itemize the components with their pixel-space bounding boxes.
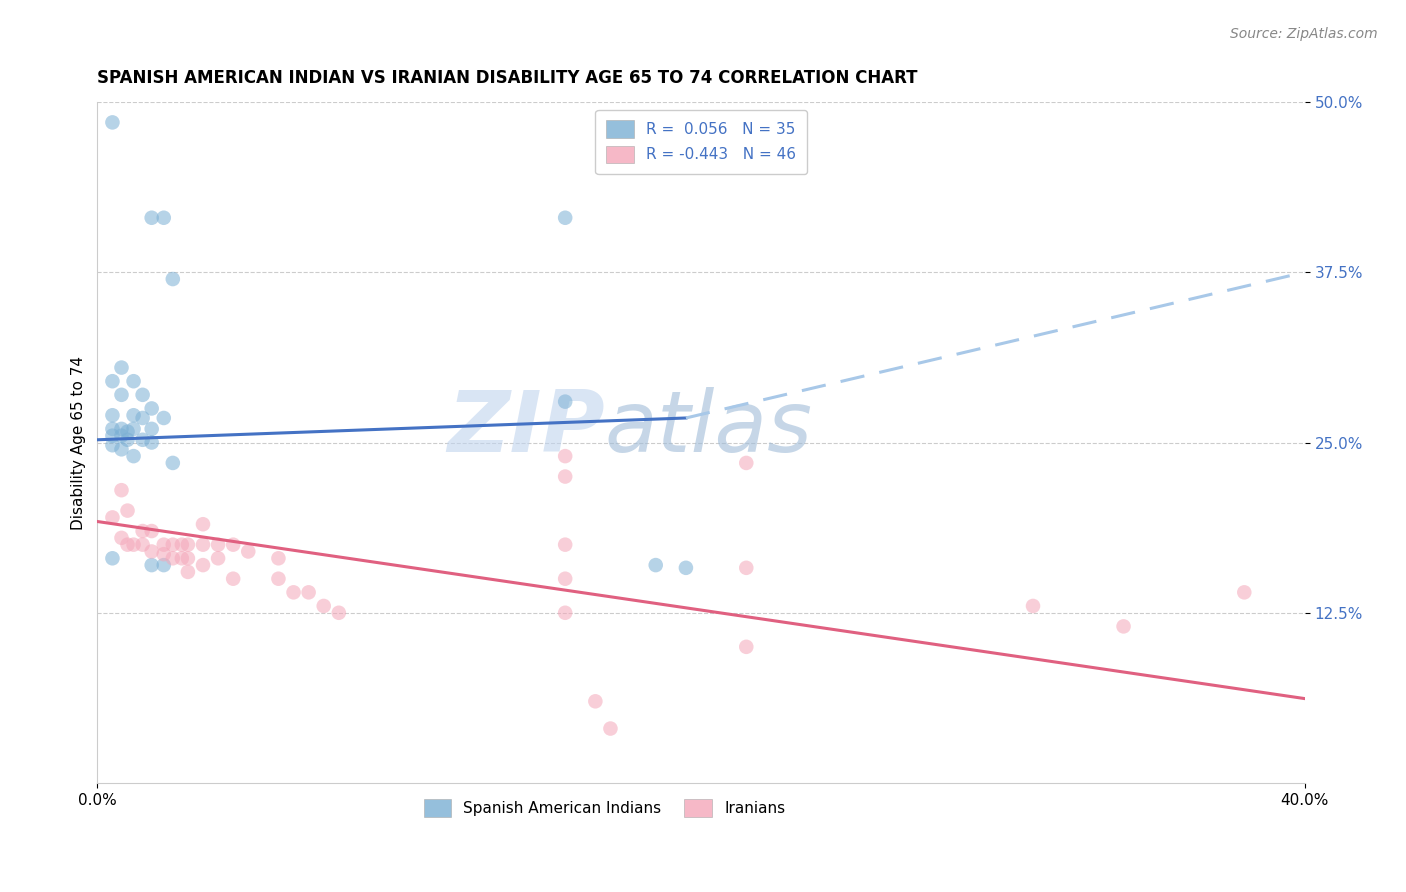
Point bbox=[101, 551, 124, 566]
Point bbox=[101, 374, 124, 388]
Point bbox=[122, 422, 145, 436]
Point bbox=[141, 401, 163, 416]
Point bbox=[131, 411, 153, 425]
Point bbox=[110, 428, 132, 442]
Point bbox=[117, 538, 139, 552]
Point bbox=[267, 572, 290, 586]
Point bbox=[141, 435, 163, 450]
Point bbox=[162, 456, 184, 470]
Point bbox=[110, 531, 132, 545]
Point bbox=[1112, 619, 1135, 633]
Point bbox=[177, 565, 200, 579]
Point bbox=[117, 433, 139, 447]
Point bbox=[328, 606, 350, 620]
Point bbox=[122, 538, 145, 552]
Point bbox=[110, 483, 132, 498]
Point bbox=[122, 409, 145, 423]
Point bbox=[101, 510, 124, 524]
Point bbox=[222, 538, 245, 552]
Point bbox=[222, 572, 245, 586]
Point bbox=[117, 425, 139, 439]
Point bbox=[141, 544, 163, 558]
Point bbox=[101, 428, 124, 442]
Point bbox=[554, 538, 576, 552]
Point bbox=[101, 409, 124, 423]
Point bbox=[101, 438, 124, 452]
Point bbox=[131, 538, 153, 552]
Point bbox=[131, 388, 153, 402]
Point bbox=[191, 517, 214, 532]
Point bbox=[141, 422, 163, 436]
Point bbox=[141, 558, 163, 573]
Point bbox=[131, 524, 153, 538]
Point bbox=[110, 388, 132, 402]
Point bbox=[599, 722, 621, 736]
Point bbox=[110, 442, 132, 457]
Point bbox=[122, 449, 145, 463]
Point bbox=[554, 211, 576, 225]
Point bbox=[177, 551, 200, 566]
Point bbox=[162, 551, 184, 566]
Point bbox=[117, 503, 139, 517]
Text: Source: ZipAtlas.com: Source: ZipAtlas.com bbox=[1230, 27, 1378, 41]
Point bbox=[1022, 599, 1045, 613]
Point bbox=[238, 544, 260, 558]
Point bbox=[177, 538, 200, 552]
Point bbox=[554, 469, 576, 483]
Point bbox=[554, 606, 576, 620]
Point bbox=[131, 433, 153, 447]
Point bbox=[554, 394, 576, 409]
Point bbox=[152, 211, 174, 225]
Y-axis label: Disability Age 65 to 74: Disability Age 65 to 74 bbox=[72, 356, 86, 530]
Point bbox=[675, 561, 697, 575]
Point bbox=[1233, 585, 1256, 599]
Point bbox=[110, 422, 132, 436]
Point bbox=[283, 585, 305, 599]
Point bbox=[101, 422, 124, 436]
Point bbox=[207, 551, 229, 566]
Point bbox=[298, 585, 321, 599]
Point bbox=[152, 558, 174, 573]
Point bbox=[735, 456, 758, 470]
Point bbox=[644, 558, 666, 573]
Point bbox=[554, 572, 576, 586]
Point bbox=[191, 538, 214, 552]
Point bbox=[735, 640, 758, 654]
Point bbox=[152, 411, 174, 425]
Point bbox=[207, 538, 229, 552]
Text: ZIP: ZIP bbox=[447, 387, 605, 470]
Legend: Spanish American Indians, Iranians: Spanish American Indians, Iranians bbox=[418, 793, 792, 823]
Point bbox=[312, 599, 335, 613]
Point bbox=[554, 449, 576, 463]
Point bbox=[583, 694, 606, 708]
Point bbox=[191, 558, 214, 573]
Text: atlas: atlas bbox=[605, 387, 813, 470]
Point bbox=[122, 374, 145, 388]
Point bbox=[170, 538, 193, 552]
Point bbox=[162, 538, 184, 552]
Point bbox=[170, 551, 193, 566]
Point bbox=[141, 211, 163, 225]
Text: SPANISH AMERICAN INDIAN VS IRANIAN DISABILITY AGE 65 TO 74 CORRELATION CHART: SPANISH AMERICAN INDIAN VS IRANIAN DISAB… bbox=[97, 69, 918, 87]
Point bbox=[152, 538, 174, 552]
Point bbox=[152, 547, 174, 561]
Point bbox=[101, 115, 124, 129]
Point bbox=[110, 360, 132, 375]
Point bbox=[735, 561, 758, 575]
Point bbox=[141, 524, 163, 538]
Point bbox=[162, 272, 184, 286]
Point bbox=[267, 551, 290, 566]
